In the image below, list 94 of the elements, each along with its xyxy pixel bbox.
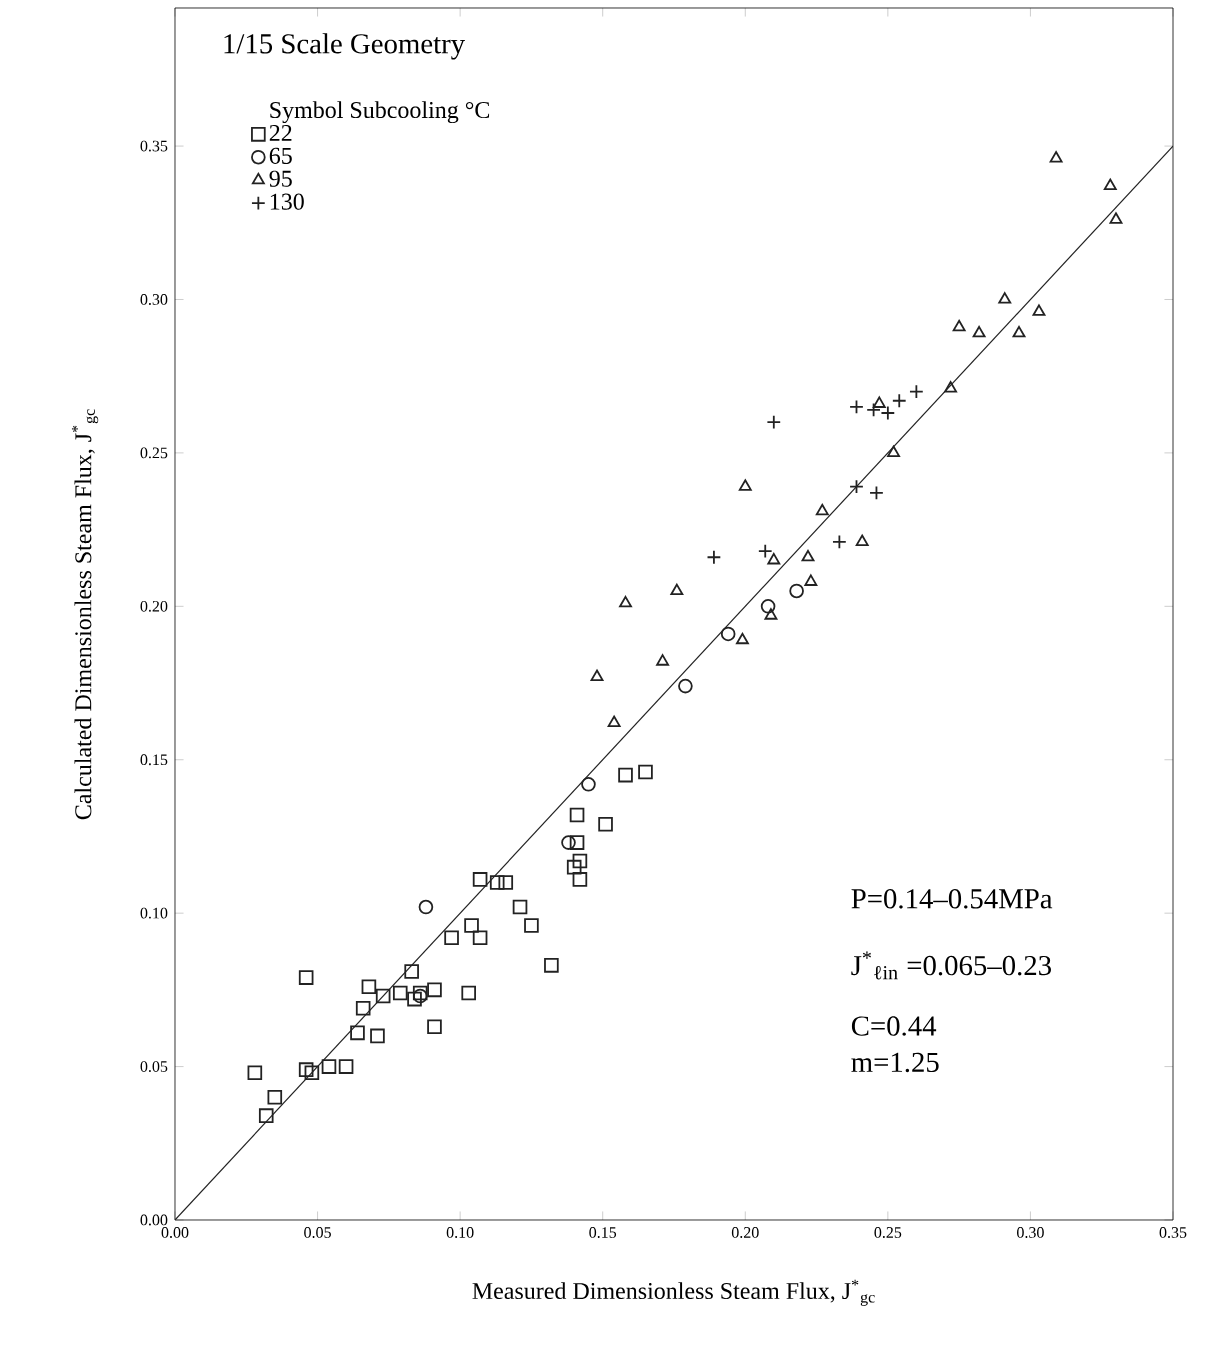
point: [472, 930, 488, 946]
point: [370, 1028, 385, 1044]
point: [619, 595, 632, 608]
point: [670, 583, 684, 596]
point: [298, 970, 314, 985]
x-tick-label: 0.20: [731, 1227, 759, 1238]
point: [338, 1059, 354, 1074]
point: [1103, 178, 1117, 191]
legend-label: 22: [269, 124, 292, 141]
y-tick-label: 0.25: [140, 447, 168, 459]
point: [489, 875, 505, 890]
point: [407, 991, 422, 1007]
point: [944, 381, 958, 393]
annotation: C=0.44: [851, 1016, 937, 1036]
point: [1109, 212, 1123, 224]
point: [607, 715, 621, 728]
point: [590, 669, 604, 681]
y-tick-label: 0.05: [140, 1061, 168, 1073]
point: [764, 608, 778, 620]
point: [1049, 151, 1063, 163]
point: [972, 325, 986, 338]
point: [801, 549, 815, 562]
annotation: J$^{*}$$_{ℓin}$ =0.065–0.23: [851, 951, 1051, 980]
y-tick-label: 0.20: [140, 600, 168, 612]
point: [404, 964, 419, 979]
point: [738, 479, 752, 491]
x-axis-title: Measured Dimensionless Steam Flux, J$^{*}$gc: [472, 1279, 875, 1306]
x-tick-label: 0.05: [304, 1227, 331, 1238]
point: [789, 583, 804, 599]
point: [572, 853, 588, 869]
annotation: m=1.25: [851, 1052, 939, 1073]
point: [572, 872, 588, 887]
point: [815, 503, 829, 516]
legend-label: 95: [269, 170, 292, 187]
point: [444, 930, 459, 946]
point: [427, 1019, 442, 1034]
point: [321, 1059, 337, 1074]
point: [581, 776, 596, 792]
point: [247, 1065, 263, 1081]
point: [304, 1065, 320, 1081]
point: [804, 574, 818, 586]
point: [855, 534, 869, 546]
point: [656, 654, 670, 666]
point: [267, 1089, 283, 1105]
point: [720, 626, 736, 642]
point: [472, 872, 488, 887]
point: [375, 988, 391, 1004]
x-tick-label: 0.35: [1159, 1227, 1187, 1238]
point: [258, 1108, 274, 1123]
point: [887, 445, 900, 457]
point: [767, 552, 781, 565]
y-tick-label: 0.15: [140, 754, 168, 766]
y-tick-label: 0.10: [140, 907, 168, 919]
point: [760, 599, 776, 614]
point: [512, 899, 528, 915]
point: [361, 979, 377, 995]
point: [1032, 304, 1046, 316]
y-tick-label: 0.30: [140, 294, 168, 305]
point: [350, 1025, 365, 1041]
y-axis-title: Calculated Dimensionless Steam Flux, J$^{*}$gc: [71, 409, 99, 820]
annotation: P=0.14–0.54MPa: [851, 889, 1053, 909]
point: [392, 985, 408, 1001]
point: [569, 835, 585, 850]
x-tick-label: 0.30: [1017, 1227, 1044, 1238]
x-tick-label: 0.10: [446, 1227, 474, 1238]
point: [638, 764, 653, 780]
legend-title: Symbol Subcooling °C: [270, 101, 490, 124]
point: [1012, 325, 1026, 338]
point: [618, 767, 633, 783]
text: 1/15 Scale Geometry: [224, 33, 466, 60]
point: [678, 678, 693, 694]
point: [355, 1000, 371, 1016]
point: [298, 1062, 314, 1077]
point: [524, 918, 539, 933]
point: [872, 396, 886, 408]
legend-label: 130: [270, 193, 304, 210]
x-tick-label: 0.00: [161, 1227, 189, 1238]
point: [544, 958, 559, 973]
point: [498, 875, 514, 890]
legend-label: 65: [269, 147, 292, 164]
point: [418, 899, 434, 915]
point: [561, 835, 576, 850]
point: [598, 816, 613, 832]
y-tick-label: 0.00: [140, 1214, 168, 1226]
point: [569, 807, 585, 823]
point: [566, 859, 582, 875]
x-tick-label: 0.25: [874, 1227, 902, 1238]
x-tick-label: 0.15: [589, 1227, 617, 1238]
point: [461, 985, 476, 1001]
point: [735, 632, 749, 645]
y-tick-label: 0.35: [140, 140, 168, 152]
point: [464, 918, 479, 933]
point: [952, 319, 966, 332]
point: [998, 292, 1012, 304]
